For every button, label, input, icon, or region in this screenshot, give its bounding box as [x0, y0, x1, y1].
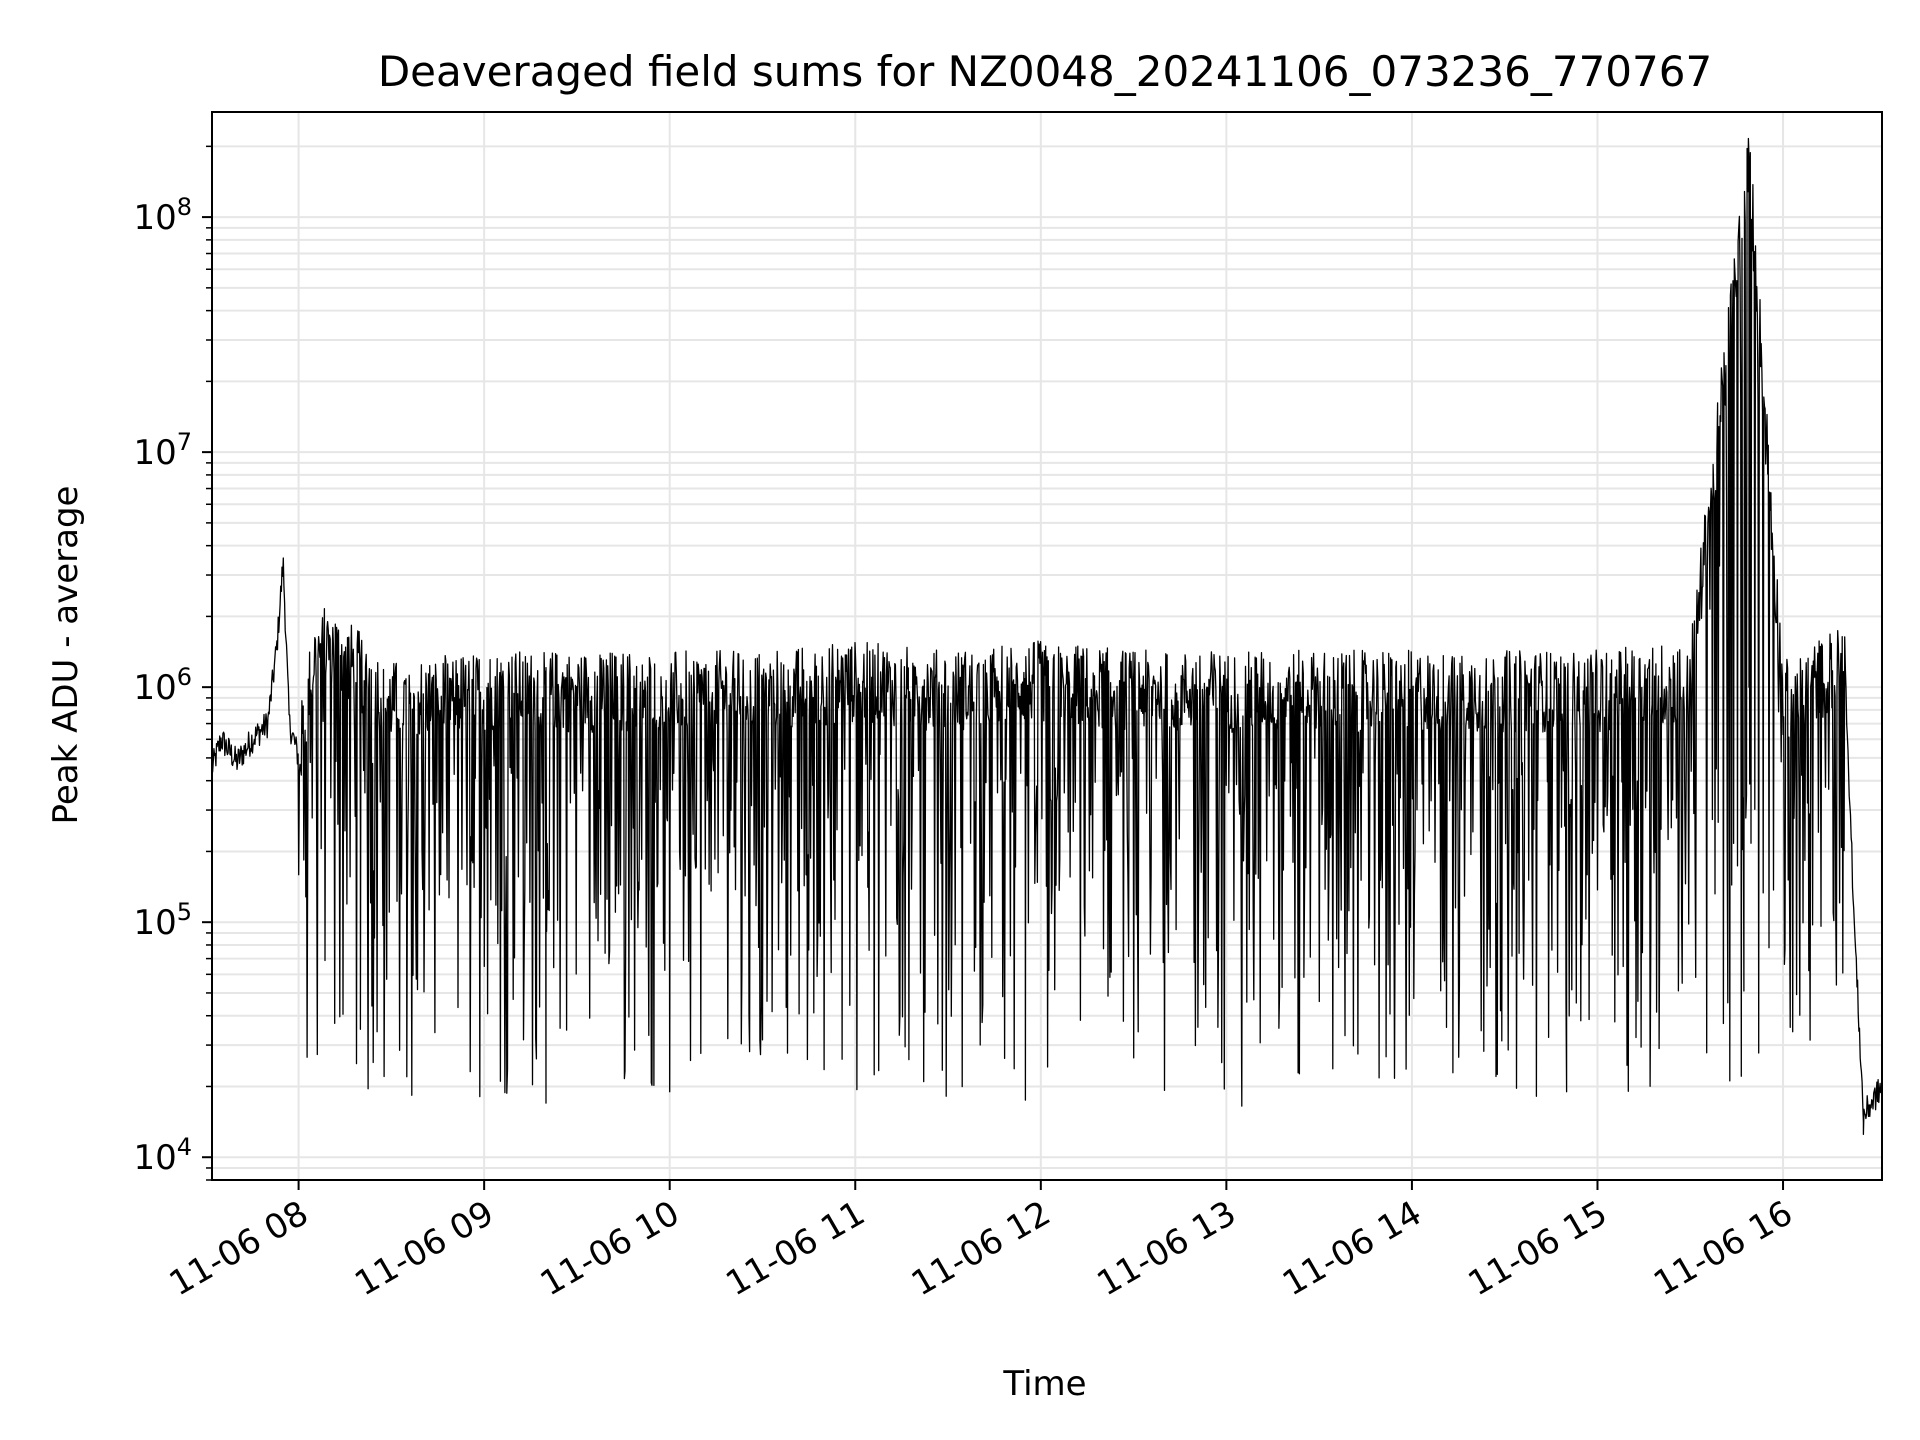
y-axis-label: Peak ADU - average [46, 486, 86, 825]
y-tick-label: 106 [133, 663, 192, 708]
y-tick-label: 107 [133, 428, 192, 473]
y-tick-label: 108 [133, 193, 192, 238]
y-tick-label: 104 [133, 1133, 192, 1178]
plot-frame [211, 111, 1883, 1181]
series-line-group [211, 137, 1883, 1136]
y-tick-label: 105 [133, 898, 192, 943]
series-line [211, 137, 1883, 1136]
x-axis-label: Time [1002, 1364, 1086, 1404]
y-axis: 104 105 106 107 108 [133, 145, 212, 1181]
chart-title: Deaveraged field sums for NZ0048_2024110… [378, 47, 1712, 96]
